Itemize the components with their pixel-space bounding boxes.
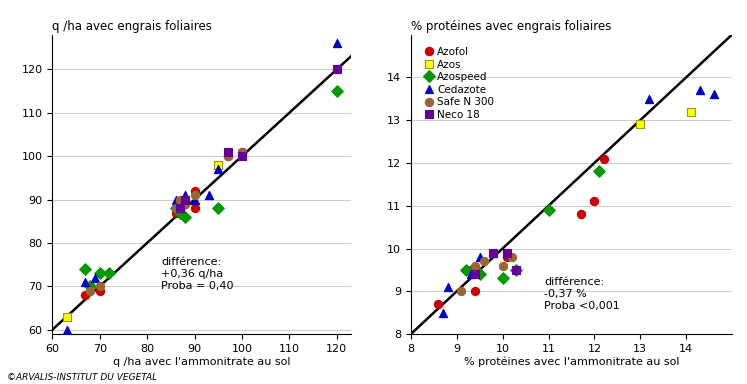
Point bbox=[188, 188, 200, 194]
Point bbox=[478, 258, 490, 265]
Point bbox=[441, 284, 453, 290]
Point bbox=[707, 91, 719, 98]
Point bbox=[93, 288, 105, 294]
Point bbox=[222, 149, 234, 155]
Text: différence:
-0,37 %
Proba <0,001: différence: -0,37 % Proba <0,001 bbox=[544, 277, 620, 311]
Point bbox=[170, 205, 182, 211]
Point bbox=[170, 209, 182, 215]
Point bbox=[61, 314, 72, 320]
Point bbox=[456, 288, 468, 295]
Point bbox=[79, 292, 91, 298]
Point bbox=[222, 153, 234, 159]
Point bbox=[179, 192, 191, 198]
Point bbox=[236, 149, 248, 155]
Point bbox=[501, 250, 513, 256]
Point bbox=[93, 270, 105, 276]
Point bbox=[506, 254, 518, 260]
Point bbox=[433, 301, 444, 307]
Point bbox=[236, 149, 248, 155]
X-axis label: % protéines avec l'ammonitrate au sol: % protéines avec l'ammonitrate au sol bbox=[464, 357, 679, 367]
Point bbox=[488, 250, 500, 256]
Point bbox=[437, 310, 449, 316]
Point bbox=[179, 201, 191, 207]
Point bbox=[212, 166, 224, 172]
Point bbox=[331, 66, 343, 72]
Point bbox=[331, 88, 343, 94]
Legend: Azofol, Azos, Azospeed, Cedazote, Safe N 300, Neco 18: Azofol, Azos, Azospeed, Cedazote, Safe N… bbox=[419, 43, 498, 124]
Point bbox=[474, 254, 486, 260]
Point bbox=[501, 254, 513, 260]
Point bbox=[84, 283, 96, 290]
Point bbox=[170, 205, 182, 211]
Point bbox=[465, 267, 477, 273]
Text: ©ARVALIS-INSTITUT DU VEGETAL: ©ARVALIS-INSTITUT DU VEGETAL bbox=[7, 373, 158, 382]
Point bbox=[634, 121, 646, 127]
Point bbox=[331, 66, 343, 72]
Point bbox=[465, 271, 477, 277]
Text: % protéines avec engrais foliaires: % protéines avec engrais foliaires bbox=[411, 20, 611, 33]
Point bbox=[510, 267, 522, 273]
Point bbox=[212, 162, 224, 168]
Point bbox=[497, 275, 509, 281]
Point bbox=[84, 283, 96, 290]
Point bbox=[469, 271, 481, 277]
Point bbox=[79, 266, 91, 272]
Point bbox=[510, 267, 522, 273]
Point bbox=[179, 197, 191, 203]
Point bbox=[203, 192, 215, 198]
Point bbox=[474, 271, 486, 277]
Point bbox=[61, 327, 72, 333]
Point bbox=[179, 197, 191, 203]
Point bbox=[643, 96, 655, 102]
Point bbox=[174, 197, 186, 203]
Text: différence:
+0,36 q/ha
Proba = 0,40: différence: +0,36 q/ha Proba = 0,40 bbox=[161, 257, 234, 291]
Point bbox=[188, 192, 200, 198]
Text: q /ha avec engrais foliaires: q /ha avec engrais foliaires bbox=[52, 20, 212, 33]
Point bbox=[542, 207, 554, 213]
X-axis label: q /ha avec l'ammonitrate au sol: q /ha avec l'ammonitrate au sol bbox=[113, 357, 291, 367]
Point bbox=[598, 156, 610, 162]
Point bbox=[93, 283, 105, 290]
Point bbox=[685, 109, 697, 115]
Point bbox=[460, 267, 472, 273]
Point bbox=[84, 288, 96, 294]
Point bbox=[497, 263, 509, 269]
Point bbox=[179, 201, 191, 207]
Point bbox=[79, 279, 91, 285]
Point bbox=[501, 250, 513, 256]
Point bbox=[174, 205, 186, 211]
Point bbox=[574, 211, 586, 217]
Point bbox=[89, 275, 101, 281]
Point bbox=[589, 199, 601, 205]
Point bbox=[236, 153, 248, 159]
Point bbox=[694, 87, 706, 93]
Point bbox=[103, 270, 115, 276]
Point bbox=[179, 214, 191, 220]
Point bbox=[488, 250, 500, 256]
Point bbox=[331, 40, 343, 46]
Point bbox=[469, 263, 481, 269]
Point bbox=[469, 288, 481, 295]
Point bbox=[188, 197, 200, 203]
Point bbox=[174, 205, 186, 211]
Point bbox=[222, 153, 234, 159]
Point bbox=[188, 205, 200, 211]
Point bbox=[170, 197, 182, 203]
Point bbox=[593, 169, 605, 175]
Point bbox=[174, 209, 186, 215]
Point bbox=[212, 205, 224, 211]
